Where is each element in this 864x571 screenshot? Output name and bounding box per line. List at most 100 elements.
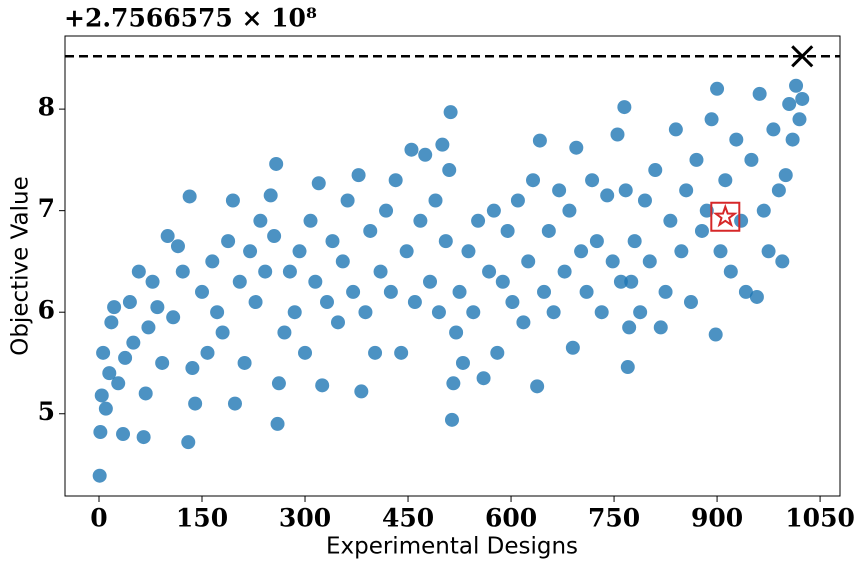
point (622, 320, 637, 335)
point (200, 345, 215, 360)
point (490, 345, 505, 360)
point (585, 173, 600, 188)
point (368, 345, 383, 360)
point (98, 401, 113, 416)
point (613, 274, 628, 289)
x-tick-label: 600 (485, 504, 537, 533)
point (766, 122, 781, 137)
point (292, 244, 307, 259)
point (620, 360, 635, 375)
point (552, 183, 567, 198)
point (789, 78, 804, 93)
point (325, 234, 340, 249)
x-tick-label: 750 (588, 504, 640, 533)
point (131, 264, 146, 279)
point (138, 386, 153, 401)
point (232, 274, 247, 289)
point (683, 295, 698, 310)
point (795, 91, 810, 106)
point (335, 254, 350, 269)
point (734, 213, 749, 228)
point (104, 315, 119, 330)
point (618, 183, 633, 198)
point (315, 378, 330, 393)
point (557, 264, 572, 279)
point (363, 223, 378, 238)
point (102, 366, 117, 381)
point (729, 132, 744, 147)
plot-frame (64, 35, 841, 497)
point (694, 223, 709, 238)
point (185, 361, 200, 376)
point (778, 168, 793, 183)
point (269, 156, 284, 171)
point (383, 284, 398, 299)
point (181, 435, 196, 450)
y-tick-label: 7 (38, 194, 55, 223)
offset-text: +2.7566575 × 10⁸ (64, 4, 317, 33)
x-tick-label: 300 (279, 504, 331, 533)
point (455, 355, 470, 370)
point (648, 163, 663, 178)
point (749, 289, 764, 304)
point (404, 142, 419, 157)
x-tick-label: 450 (382, 504, 434, 533)
point (298, 345, 313, 360)
point (160, 229, 175, 244)
point (418, 147, 433, 162)
point (399, 244, 414, 259)
point (785, 132, 800, 147)
point (107, 300, 122, 315)
point (394, 345, 409, 360)
point (287, 305, 302, 320)
point (723, 264, 738, 279)
point (443, 105, 458, 120)
point (486, 203, 501, 218)
point (354, 384, 369, 399)
x-axis-label: Experimental Designs (326, 534, 578, 560)
point (308, 274, 323, 289)
point (182, 189, 197, 204)
point (150, 300, 165, 315)
point (541, 223, 556, 238)
y-axis-label: Objective Value (8, 176, 34, 356)
point (505, 295, 520, 310)
point (637, 193, 652, 208)
point (600, 188, 615, 203)
point (96, 345, 111, 360)
point (221, 234, 236, 249)
point (270, 416, 285, 431)
point (495, 274, 510, 289)
point (407, 295, 422, 310)
y-tick-label: 5 (38, 397, 55, 426)
point (466, 305, 481, 320)
point (118, 350, 133, 365)
point (624, 274, 639, 289)
point (92, 468, 107, 483)
point (155, 355, 170, 370)
point (752, 86, 767, 101)
point (537, 284, 552, 299)
point (423, 274, 438, 289)
point (271, 376, 286, 391)
point (93, 425, 108, 440)
point (248, 295, 263, 310)
point (699, 203, 714, 218)
point (510, 193, 525, 208)
point (166, 310, 181, 325)
point (710, 81, 725, 96)
point (388, 173, 403, 188)
point (449, 325, 464, 340)
point (215, 325, 230, 340)
x-tick-label: 150 (176, 504, 228, 533)
point (94, 388, 109, 403)
point (379, 203, 394, 218)
point (521, 254, 536, 269)
point (175, 264, 190, 279)
point (340, 193, 355, 208)
point (579, 284, 594, 299)
point (145, 274, 160, 289)
point (471, 213, 486, 228)
point (569, 140, 584, 155)
